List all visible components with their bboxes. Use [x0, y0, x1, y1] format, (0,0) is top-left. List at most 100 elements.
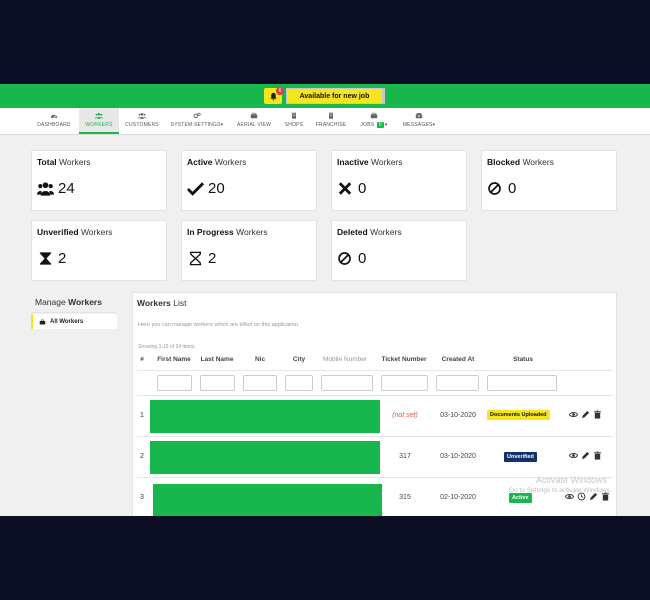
- app-window: 6 Available for new job DASHBOARD WORKER…: [0, 84, 650, 516]
- row-number: 3: [140, 494, 144, 501]
- nav-jobs[interactable]: JOBS 0 ▾: [355, 108, 393, 134]
- column-header-status[interactable]: Status: [513, 356, 533, 363]
- nav-system-settings-label: SYSTEM SETTINGS▾: [170, 122, 224, 128]
- filter-status-input[interactable]: [487, 375, 557, 391]
- view-icon[interactable]: [569, 410, 578, 419]
- nav-system-settings[interactable]: SYSTEM SETTINGS▾: [167, 108, 227, 134]
- delete-icon[interactable]: [593, 451, 602, 460]
- nav-shops[interactable]: SHOPS: [281, 108, 307, 134]
- panel-description: Here you can manage workers which are bi…: [138, 322, 300, 328]
- created-at: 03-10-2020: [440, 453, 476, 460]
- nav-dashboard[interactable]: DASHBOARD: [33, 108, 75, 134]
- nav-aerial-view[interactable]: AERIAL VIEW: [233, 108, 275, 134]
- edit-icon[interactable]: [581, 451, 590, 460]
- row-number: 2: [140, 453, 144, 460]
- filter-created-at-input[interactable]: [436, 375, 479, 391]
- status-badge: Documents Uploaded: [487, 410, 550, 420]
- ban-icon: [338, 252, 351, 265]
- column-header-nic[interactable]: Nic: [254, 356, 266, 363]
- nav-messages-label: MESSAGES▾: [402, 122, 436, 128]
- row-actions: [569, 451, 602, 460]
- nav-messages[interactable]: MESSAGES▾: [397, 108, 441, 134]
- column-header-first-name[interactable]: First Name: [157, 356, 191, 363]
- nav-jobs-label-wrap: JOBS 0 ▾: [360, 122, 388, 128]
- column-header-last-name[interactable]: Last Name: [200, 356, 234, 363]
- main-nav: DASHBOARD WORKERS CUSTOMERS SYSTEM SETTI…: [0, 108, 650, 135]
- filter-ticket-number-input[interactable]: [381, 375, 428, 391]
- stat-card-title: Deleted Workers: [337, 227, 402, 237]
- stat-card-inactive[interactable]: Inactive Workers 0: [331, 150, 467, 211]
- row-actions: [569, 410, 602, 419]
- nav-aerial-view-label: AERIAL VIEW: [237, 122, 271, 128]
- status-badge: Unverified: [504, 452, 537, 462]
- delete-icon[interactable]: [593, 410, 602, 419]
- column-header-ticket-number[interactable]: Ticket Number: [381, 356, 427, 363]
- briefcase-icon: [370, 112, 378, 119]
- view-icon[interactable]: [565, 492, 574, 501]
- column-header-mobile-number[interactable]: Mobile Number: [322, 356, 368, 363]
- top-bar: 6 Available for new job: [0, 84, 650, 108]
- available-for-job-button[interactable]: Available for new job: [286, 88, 385, 104]
- filter-first-name-input[interactable]: [157, 375, 192, 391]
- row-actions: [565, 492, 610, 501]
- stat-card-title: Total Workers: [37, 157, 91, 167]
- filter-city-input[interactable]: [285, 375, 313, 391]
- view-icon[interactable]: [569, 451, 578, 460]
- delete-icon[interactable]: [601, 492, 610, 501]
- workers-list-panel: Workers List Here you can manage workers…: [132, 292, 617, 516]
- ticket-number: 315: [399, 494, 411, 501]
- filter-mobile-number-input[interactable]: [321, 375, 373, 391]
- stat-card-total[interactable]: Total Workers 24: [31, 150, 167, 211]
- redacted-block: [153, 484, 382, 516]
- redacted-block: [150, 441, 380, 474]
- stat-card-title: In Progress Workers: [187, 227, 268, 237]
- stat-card-value: 24: [37, 180, 75, 197]
- stat-card-unverified[interactable]: Unverified Workers 2: [31, 220, 167, 281]
- redacted-block: [150, 400, 380, 433]
- stat-card-title: Inactive Workers: [337, 157, 403, 167]
- hourglass-outline-icon: [189, 251, 202, 266]
- dashboard-icon: [50, 114, 58, 119]
- sidebar-item-all-workers[interactable]: All Workers: [31, 314, 117, 329]
- column-header-number[interactable]: #: [140, 356, 144, 363]
- users-icon: [37, 182, 54, 196]
- row-number: 1: [140, 412, 144, 419]
- stat-card-blocked[interactable]: Blocked Workers 0: [481, 150, 617, 211]
- briefcase-icon: [39, 319, 46, 325]
- stat-card-active[interactable]: Active Workers 20: [181, 150, 317, 211]
- nav-shops-label: SHOPS: [284, 122, 304, 128]
- notification-count-badge: 6: [276, 87, 284, 95]
- stat-card-value: 2: [37, 250, 66, 267]
- filter-last-name-input[interactable]: [200, 375, 235, 391]
- edit-icon[interactable]: [581, 410, 590, 419]
- table-divider: [137, 436, 613, 437]
- building-icon: [292, 112, 296, 119]
- nav-customers[interactable]: CUSTOMERS: [122, 108, 162, 134]
- stat-card-in-progress[interactable]: In Progress Workers 2: [181, 220, 317, 281]
- status-badge: Active: [509, 493, 532, 503]
- users-icon: [138, 113, 146, 119]
- filter-nic-input[interactable]: [243, 375, 277, 391]
- ban-icon: [488, 182, 501, 195]
- stat-card-deleted[interactable]: Deleted Workers 0: [331, 220, 467, 281]
- column-header-created-at[interactable]: Created At: [441, 356, 475, 363]
- times-icon: [338, 182, 352, 195]
- nav-jobs-label: JOBS: [360, 122, 375, 128]
- users-icon: [95, 113, 103, 119]
- panel-title: Workers List: [137, 298, 187, 308]
- table-divider: [137, 477, 613, 478]
- sidebar-title: Manage Workers: [31, 292, 117, 313]
- column-header-city[interactable]: City: [292, 356, 306, 363]
- history-icon[interactable]: [577, 492, 586, 501]
- gears-icon: [193, 112, 201, 119]
- hourglass-icon: [39, 252, 52, 265]
- manage-workers-sidebar: Manage Workers All Workers: [31, 292, 117, 492]
- bell-icon: [269, 92, 277, 100]
- nav-franchise-label: FRANCHISE: [315, 122, 347, 128]
- nav-workers[interactable]: WORKERS: [79, 108, 119, 134]
- table-divider: [137, 395, 613, 396]
- edit-icon[interactable]: [589, 492, 598, 501]
- stat-card-value: 0: [487, 180, 516, 197]
- created-at: 02-10-2020: [440, 494, 476, 501]
- nav-franchise[interactable]: FRANCHISE: [312, 108, 350, 134]
